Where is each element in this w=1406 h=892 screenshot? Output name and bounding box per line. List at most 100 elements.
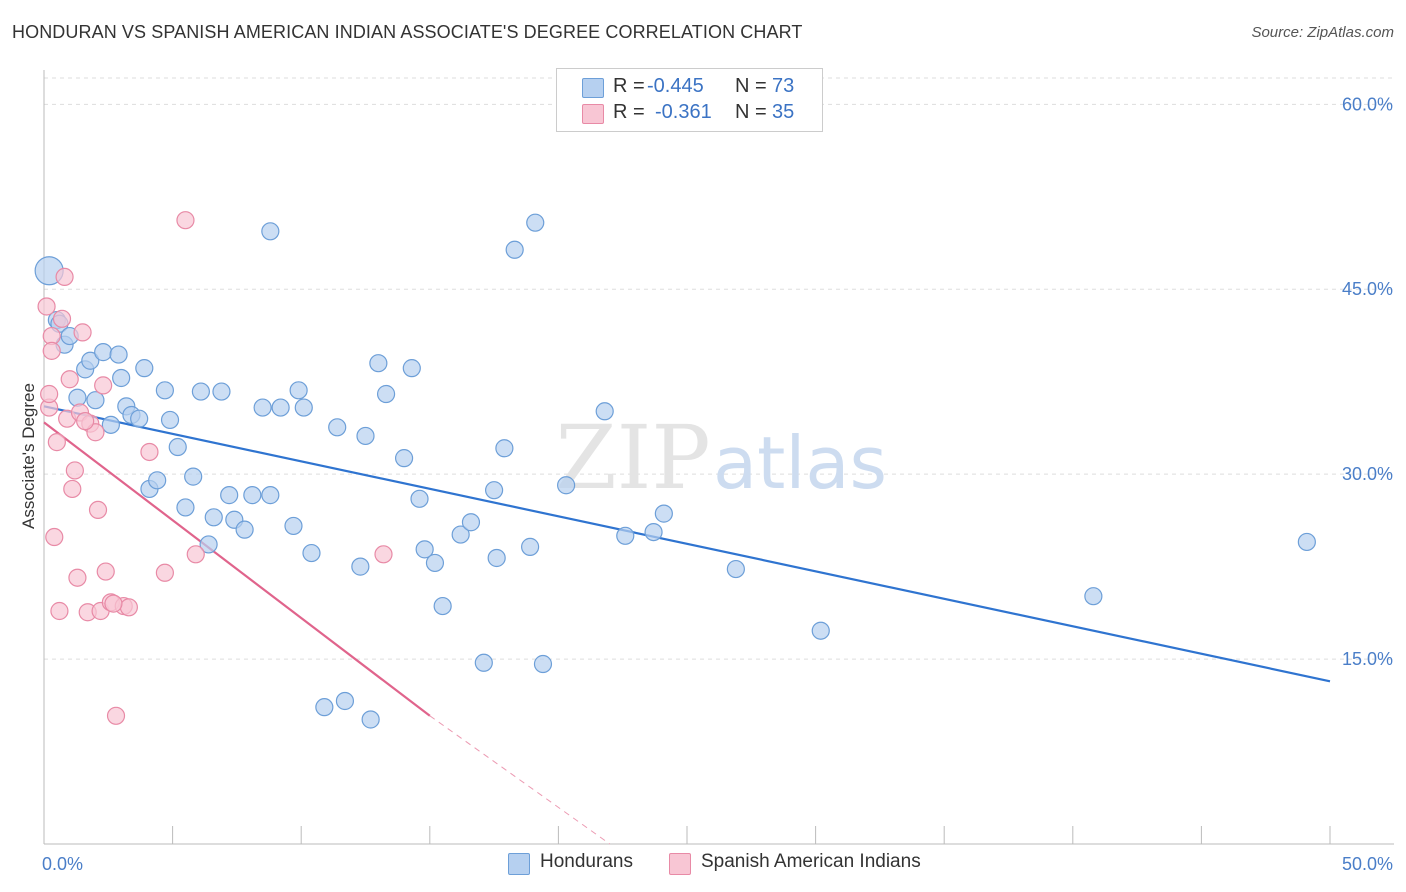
point-honduran [644,522,663,542]
point-spanish-american-indian [104,594,123,613]
point-spanish-american-indian [176,211,195,230]
point-honduran [112,368,131,388]
point-honduran [1297,532,1316,552]
source-label: Source: ZipAtlas.com [1251,24,1394,41]
point-honduran [284,516,303,536]
point-honduran [376,384,396,404]
point-honduran [160,410,180,430]
point-honduran [533,654,553,674]
bottom-legend-label: Spanish American Indians [701,851,921,872]
point-honduran [261,486,280,505]
point-spanish-american-indian [68,568,87,587]
point-honduran [402,359,421,378]
axes [43,70,1394,845]
point-spanish-american-indian [65,461,84,480]
point-honduran [176,498,195,517]
y-tick-label: 45.0% [1342,279,1393,299]
x-tick-label-max: 50.0% [1342,854,1393,874]
point-spanish-american-indian [55,267,74,287]
point-honduran [335,691,355,711]
legend-n-value: 73 [772,75,795,97]
point-honduran [425,553,445,573]
watermark-atlas: atlas [713,421,887,505]
legend-n-label: N = [735,75,767,97]
point-spanish-american-indian [50,601,69,621]
point-spanish-american-indian [88,500,108,520]
point-honduran [86,391,105,410]
point-spanish-american-indian [42,341,61,360]
point-spanish-american-indian [106,706,126,725]
point-spanish-american-indian [186,545,205,564]
point-honduran [505,240,524,259]
legend-row-hondurans: R = -0.445 N = 73 [557,75,822,101]
point-spanish-american-indian [96,562,115,581]
point-honduran [199,535,218,554]
chart-title: HONDURAN VS SPANISH AMERICAN INDIAN ASSO… [12,22,803,42]
point-spanish-american-indian [52,309,72,328]
watermark: ZIP atlas [555,406,887,509]
point-honduran [220,486,239,505]
point-honduran [415,540,434,559]
point-honduran [595,402,614,421]
y-axis-label: Associate's Degree [19,383,38,529]
point-spanish-american-indian [155,563,174,582]
legend-n-value: 35 [772,101,795,123]
bottom-legend-label: Hondurans [540,851,633,872]
point-honduran [68,388,87,407]
point-spanish-american-indian [374,545,393,564]
trend-line-extension [429,715,611,845]
point-honduran [654,504,673,523]
point-honduran [81,351,100,370]
point-spanish-american-indian [94,376,113,395]
trend-line-hondurans [43,405,1331,683]
legend-r-label: R = [613,101,645,123]
point-honduran [351,557,370,576]
legend-r-label: R = [613,75,645,97]
point-spanish-american-indian [63,479,82,499]
point-honduran [726,559,745,579]
y-tick-label: 30.0% [1342,464,1393,484]
bottom-legend-swatch-blue [508,853,530,875]
point-spanish-american-indian [47,433,66,452]
point-honduran [289,381,308,400]
tick-labels: 15.0% 30.0% 45.0% 60.0% 0.0% 50.0% [42,94,1393,874]
point-honduran [168,437,187,457]
point-spanish-american-indian [73,323,92,342]
point-honduran [130,409,149,428]
point-spanish-american-indian [45,527,64,547]
point-spanish-american-indian [86,423,105,442]
point-honduran [94,343,113,362]
bottom-legend-swatch-pink [669,853,691,875]
point-honduran [521,537,540,556]
point-honduran [1084,587,1103,606]
legend-n-label: N = [735,101,767,123]
trend-line-spanish-american-indians [43,421,431,717]
point-honduran [184,467,203,486]
point-honduran [204,508,223,527]
point-honduran [474,653,493,672]
point-spanish-american-indian [119,598,138,617]
point-honduran [487,548,506,568]
point-honduran [302,543,321,563]
point-honduran [433,596,452,616]
point-honduran [243,486,262,505]
legend-swatch-blue [582,78,604,98]
point-honduran [155,381,174,400]
point-honduran [148,471,167,490]
point-spanish-american-indian [76,412,95,431]
y-tick-label: 15.0% [1342,649,1393,669]
point-spanish-american-indian [40,384,59,404]
point-honduran [356,426,375,446]
point-spanish-american-indian [37,297,56,316]
point-honduran [811,621,830,640]
point-honduran [369,354,388,373]
point-honduran [253,398,272,417]
point-honduran [495,439,514,458]
y-tick-label: 60.0% [1342,94,1393,114]
legend-row-spanish-american-indians: R = -0.361 N = 35 [557,101,822,127]
trend-lines [43,405,1331,845]
point-honduran [212,382,231,401]
point-honduran [616,526,635,545]
legend-swatch-pink [582,104,604,124]
